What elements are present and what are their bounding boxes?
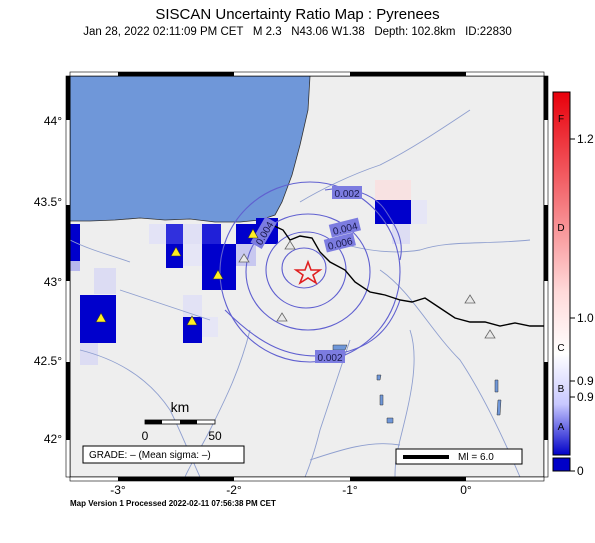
lat-label: 42° xyxy=(44,432,62,446)
station-triangle xyxy=(284,240,296,250)
scale-unit: km xyxy=(171,399,190,415)
lat-label: 44° xyxy=(44,114,62,128)
grade-letter: D xyxy=(557,223,564,234)
contour-label-group: 0.002 0.004 0.006 0.004 0.002 xyxy=(250,186,362,364)
lon-label: -1° xyxy=(342,483,358,497)
event-date: Jan 28, 2022 02:11:09 PM CET xyxy=(83,26,244,38)
colorbar-tick-label: 1.0 xyxy=(577,311,594,325)
station-triangle xyxy=(247,228,259,239)
map-frame xyxy=(65,71,549,482)
station-triangle xyxy=(484,329,496,339)
station-triangle xyxy=(186,315,198,326)
colorbar-tick-label: 0 xyxy=(577,464,584,478)
latitude-labels: 44° 43.5° 43° 42.5° 42° xyxy=(34,114,62,446)
station-triangle xyxy=(464,294,476,304)
event-location: N43.06 W1.38 xyxy=(291,26,365,38)
grade-text: GRADE: – (Mean sigma: –) xyxy=(89,450,211,461)
scale-bar: km 0 50 xyxy=(142,399,222,443)
colorbar-ticks xyxy=(570,138,575,472)
lat-label: 43° xyxy=(44,275,62,289)
grade-letter: F xyxy=(558,114,564,125)
event-info: Jan 28, 2022 02:11:09 PM CET M 2.3 N43.0… xyxy=(0,26,595,38)
station-triangle xyxy=(276,312,288,322)
scale-label: 50 xyxy=(208,429,222,443)
contour-label: 0.002 xyxy=(334,189,359,200)
stations-active[interactable] xyxy=(95,228,259,326)
event-depth: Depth: 102.8km xyxy=(374,26,456,38)
lon-label: 0° xyxy=(460,483,472,497)
lat-label: 43.5° xyxy=(34,195,62,209)
epicenter-star[interactable] xyxy=(293,259,323,285)
grade-letter: B xyxy=(558,384,565,395)
colorbar: 1.2 1.0 0.9 0.9 0 F D C B A xyxy=(552,91,594,478)
grade-letter: A xyxy=(558,422,565,433)
stations-inactive[interactable] xyxy=(238,240,496,339)
ml-legend: Ml = 6.0 xyxy=(395,448,523,465)
station-triangle xyxy=(238,253,250,263)
map-area[interactable]: 0.002 0.004 0.006 0.004 0.002 xyxy=(70,76,544,477)
colorbar-tick-label: 0.9 xyxy=(577,390,594,404)
lon-label: -3° xyxy=(110,483,126,497)
event-id: ID:22830 xyxy=(465,26,512,38)
lakes xyxy=(332,344,502,465)
longitude-labels: -3° -2° -1° 0° xyxy=(110,483,472,497)
grade-box: GRADE: – (Mean sigma: –) xyxy=(82,445,245,464)
lon-label: -2° xyxy=(226,483,242,497)
colorbar-tick-label: 0.9 xyxy=(577,374,594,388)
rivers xyxy=(70,109,531,477)
station-triangle xyxy=(170,246,182,257)
contour-label: 0.002 xyxy=(317,353,342,364)
colorbar-tick-label: 1.2 xyxy=(577,132,594,146)
event-magnitude: M 2.3 xyxy=(252,26,282,38)
france-spain-border xyxy=(271,224,544,327)
station-triangle xyxy=(212,269,224,280)
sea xyxy=(70,76,311,223)
lat-label: 42.5° xyxy=(34,354,62,368)
scale-label: 0 xyxy=(142,429,149,443)
grade-letter: C xyxy=(557,343,564,354)
map-footer: Map Version 1 Processed 2022-02-11 07:56… xyxy=(70,499,276,508)
ml-legend-text: Ml = 6.0 xyxy=(458,452,494,463)
station-triangle xyxy=(95,312,107,323)
map-title: SISCAN Uncertainty Ratio Map : Pyrenees xyxy=(155,6,440,23)
